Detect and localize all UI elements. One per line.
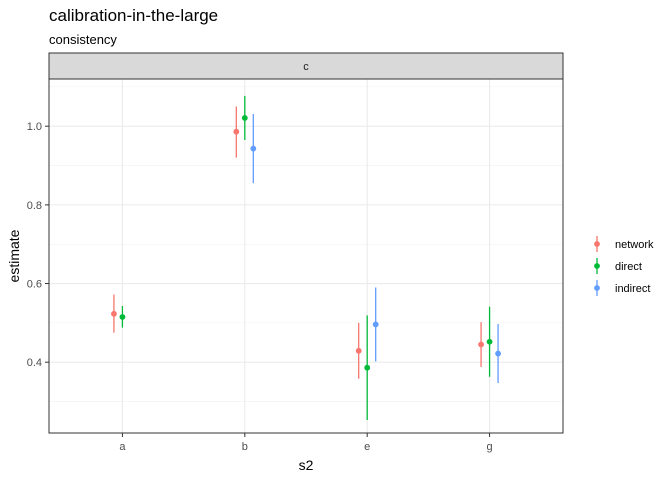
point-network-g <box>478 341 484 348</box>
y-tick-label: 0.4 <box>27 357 42 369</box>
point-network-a <box>111 310 117 317</box>
chart-title: calibration-in-the-large <box>49 6 218 25</box>
y-axis-title: estimate <box>6 229 22 282</box>
point-direct-g <box>486 338 493 345</box>
point-direct-b <box>241 115 248 121</box>
legend-label-indirect: indirect <box>615 283 650 295</box>
point-indirect-b <box>250 145 257 152</box>
facet-strip-label: c <box>303 61 309 73</box>
legend-label-network: network <box>615 239 654 251</box>
x-tick-label: b <box>242 441 248 453</box>
legend-key-point-direct <box>594 263 600 269</box>
x-tick-label: e <box>364 441 370 453</box>
legend-label-direct: direct <box>615 261 642 273</box>
y-tick-label: 1.0 <box>27 121 42 133</box>
y-tick-label: 0.8 <box>27 200 42 212</box>
legend: network direct indirect <box>594 236 654 296</box>
point-network-e <box>355 347 362 354</box>
chart-subtitle: consistency <box>49 32 117 47</box>
point-indirect-e <box>372 321 379 328</box>
legend-key-point-network <box>594 241 600 247</box>
point-direct-e <box>364 364 371 371</box>
x-tick-label: g <box>487 441 493 453</box>
grid-major <box>49 79 563 433</box>
y-axis: 0.4 0.6 0.8 1.0 <box>27 121 49 369</box>
x-tick-label: a <box>119 441 126 453</box>
facet-strip <box>48 52 564 80</box>
point-indirect-g <box>495 350 501 357</box>
data-marks <box>111 95 501 421</box>
x-axis-title: s2 <box>299 457 314 473</box>
panel-border <box>48 78 564 434</box>
y-tick-label: 0.6 <box>27 279 42 291</box>
legend-key-point-indirect <box>594 285 600 291</box>
point-network-b <box>233 128 240 135</box>
point-direct-a <box>119 314 126 320</box>
grid-minor <box>49 86 563 402</box>
